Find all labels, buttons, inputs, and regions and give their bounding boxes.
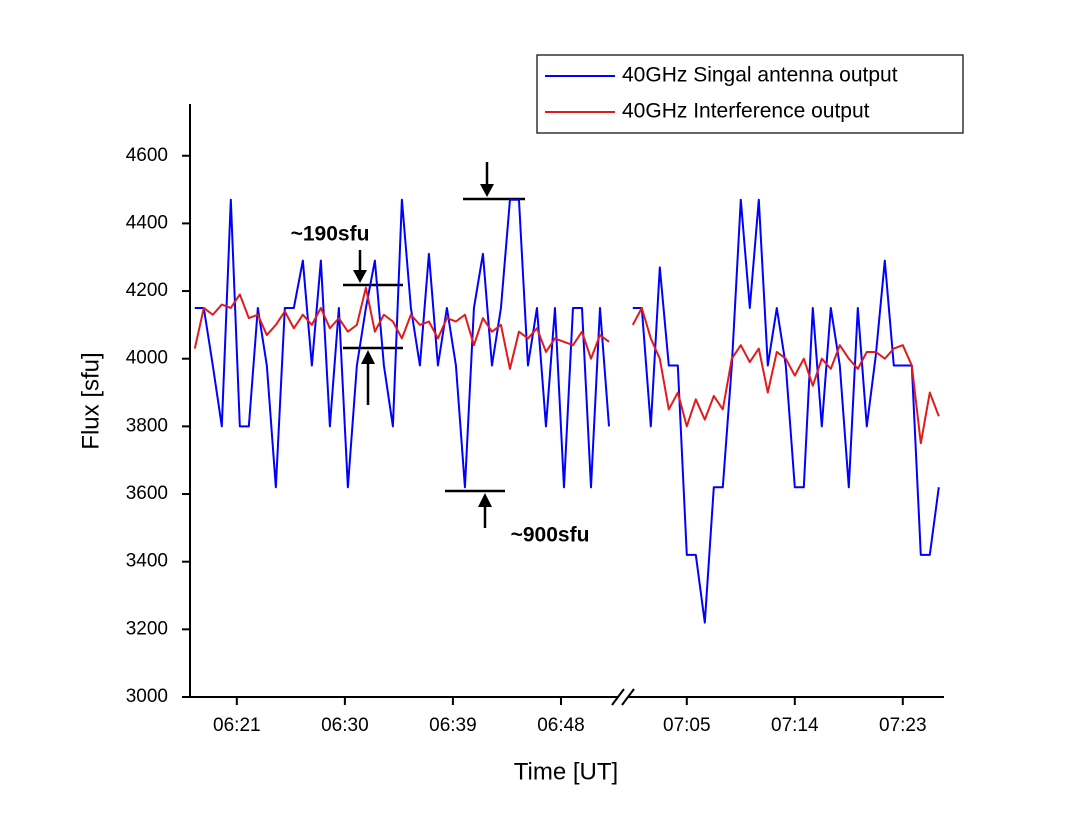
y-tick-label: 4000 xyxy=(126,348,168,369)
series-line xyxy=(193,286,610,370)
x-tick-label: 07:05 xyxy=(663,715,711,736)
x-tick-label: 06:48 xyxy=(537,715,585,736)
y-tick-label: 4400 xyxy=(126,212,168,233)
y-tick-label: 3000 xyxy=(126,686,168,707)
arrow-head xyxy=(361,350,375,364)
legend-label: 40GHz Singal antenna output xyxy=(622,64,898,87)
x-axis-label: Time [UT] xyxy=(514,758,618,785)
y-tick-label: 4200 xyxy=(126,280,168,301)
arrow-head xyxy=(480,184,494,197)
y-tick-label: 3400 xyxy=(126,551,168,572)
arrow-head xyxy=(478,493,492,507)
annotation-text: ~900sfu xyxy=(511,524,590,547)
x-tick-label: 07:23 xyxy=(879,715,927,736)
y-tick-label: 3200 xyxy=(126,618,168,639)
x-tick-label: 06:39 xyxy=(429,715,477,736)
y-tick-label: 3800 xyxy=(126,415,168,436)
series-line xyxy=(194,198,610,489)
x-tick-label: 07:14 xyxy=(771,715,819,736)
x-tick-label: 06:21 xyxy=(213,715,261,736)
x-tick-label: 06:30 xyxy=(321,715,369,736)
y-tick-label: 3600 xyxy=(126,483,168,504)
annotation-text: ~190sfu xyxy=(291,223,370,246)
legend-label: 40GHz Interference output xyxy=(622,100,870,123)
axis-break xyxy=(611,688,625,706)
y-tick-label: 4600 xyxy=(126,145,168,166)
arrow-head xyxy=(353,270,367,283)
annotation-shapes xyxy=(343,162,525,528)
axis-break xyxy=(621,688,635,706)
axes xyxy=(189,104,944,706)
series-line xyxy=(632,198,940,624)
legend-box xyxy=(536,54,964,134)
y-axis-label: Flux [sfu] xyxy=(77,352,104,449)
series-line xyxy=(631,306,940,445)
